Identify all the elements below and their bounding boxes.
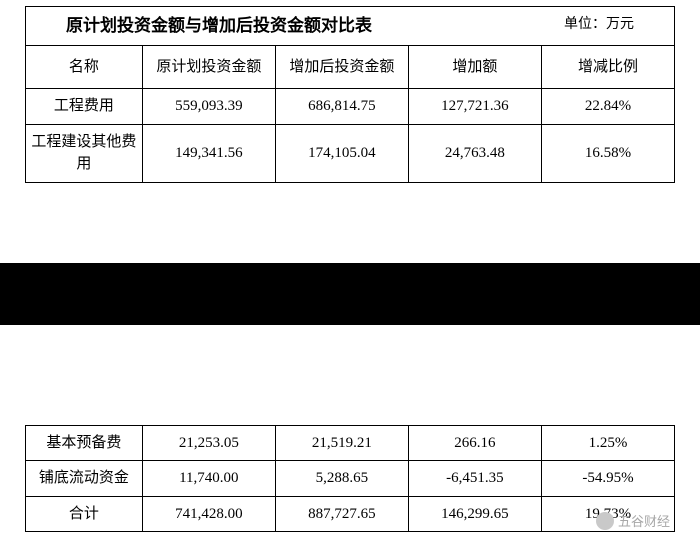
cell-original: 741,428.00 [142, 496, 275, 532]
comparison-table-top: 原计划投资金额与增加后投资金额对比表 单位：万元 名称 原计划投资金额 增加后投… [25, 6, 675, 183]
table-row: 工程建设其他费用 149,341.56 174,105.04 24,763.48… [26, 124, 675, 182]
cell-original: 149,341.56 [142, 124, 275, 182]
title-row: 原计划投资金额与增加后投资金额对比表 单位：万元 [26, 7, 675, 46]
cell-original: 559,093.39 [142, 89, 275, 125]
unit-label: 单位：万元 [564, 14, 634, 35]
cell-name: 合计 [26, 496, 143, 532]
table-row: 铺底流动资金 11,740.00 5,288.65 -6,451.35 -54.… [26, 461, 675, 497]
cell-delta: -6,451.35 [408, 461, 541, 497]
col-ratio: 增减比例 [541, 45, 674, 89]
cell-delta: 266.16 [408, 425, 541, 461]
cell-ratio: 16.58% [541, 124, 674, 182]
header-row: 名称 原计划投资金额 增加后投资金额 增加额 增减比例 [26, 45, 675, 89]
col-name: 名称 [26, 45, 143, 89]
cell-name: 工程建设其他费用 [26, 124, 143, 182]
col-original: 原计划投资金额 [142, 45, 275, 89]
cell-original: 11,740.00 [142, 461, 275, 497]
cell-ratio: 1.25% [541, 425, 674, 461]
cell-name: 基本预备费 [26, 425, 143, 461]
cell-original: 21,253.05 [142, 425, 275, 461]
table-title: 原计划投资金额与增加后投资金额对比表 [36, 13, 372, 39]
table-row: 合计 741,428.00 887,727.65 146,299.65 19.7… [26, 496, 675, 532]
cell-increased: 21,519.21 [275, 425, 408, 461]
cell-ratio: 19.73% [541, 496, 674, 532]
cell-ratio: -54.95% [541, 461, 674, 497]
cell-increased: 174,105.04 [275, 124, 408, 182]
cell-name: 铺底流动资金 [26, 461, 143, 497]
cell-delta: 146,299.65 [408, 496, 541, 532]
cell-delta: 127,721.36 [408, 89, 541, 125]
separator-band [0, 263, 700, 325]
cell-increased: 686,814.75 [275, 89, 408, 125]
col-increased: 增加后投资金额 [275, 45, 408, 89]
top-table-container: 原计划投资金额与增加后投资金额对比表 单位：万元 名称 原计划投资金额 增加后投… [0, 0, 700, 183]
col-delta: 增加额 [408, 45, 541, 89]
title-cell: 原计划投资金额与增加后投资金额对比表 单位：万元 [26, 7, 675, 46]
cell-increased: 887,727.65 [275, 496, 408, 532]
table-row: 工程费用 559,093.39 686,814.75 127,721.36 22… [26, 89, 675, 125]
cell-increased: 5,288.65 [275, 461, 408, 497]
comparison-table-bottom: 基本预备费 21,253.05 21,519.21 266.16 1.25% 铺… [25, 425, 675, 533]
cell-name: 工程费用 [26, 89, 143, 125]
bottom-table-container: 基本预备费 21,253.05 21,519.21 266.16 1.25% 铺… [0, 425, 700, 533]
table-row: 基本预备费 21,253.05 21,519.21 266.16 1.25% [26, 425, 675, 461]
cell-delta: 24,763.48 [408, 124, 541, 182]
cell-ratio: 22.84% [541, 89, 674, 125]
